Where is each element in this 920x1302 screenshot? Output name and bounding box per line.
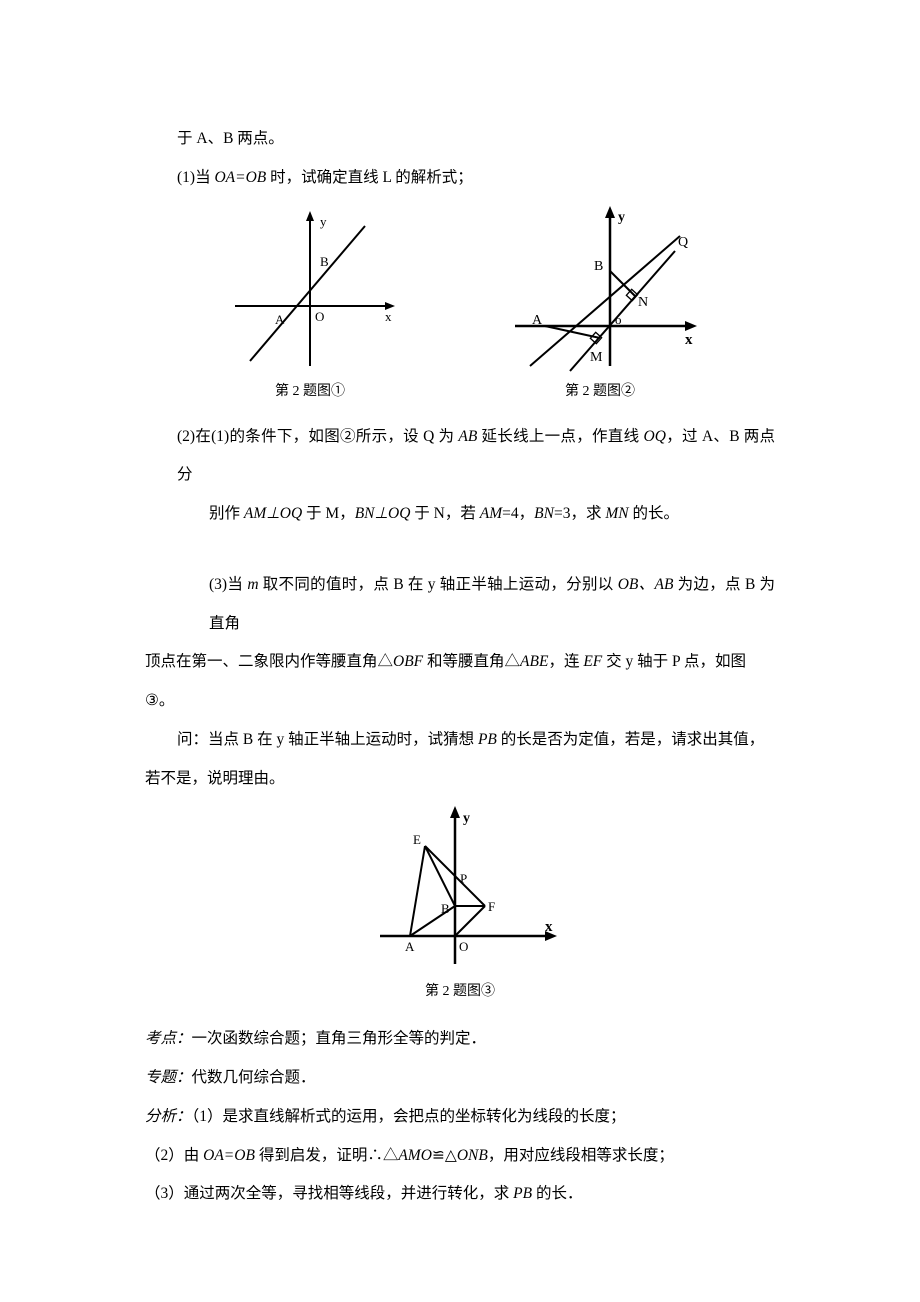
text: 问：当点 B 在 y 轴正半轴上运动时，试猜想	[177, 731, 478, 748]
text-line: 专题：代数几何综合题．	[145, 1059, 775, 1098]
text: 别作	[209, 505, 244, 522]
text-line: (1)当 OA=OB 时，试确定直线 L 的解析式；	[145, 159, 775, 198]
point-E: E	[413, 832, 421, 847]
origin-label: O	[459, 939, 468, 954]
text: 和等腰直角△	[423, 653, 520, 670]
text: 于 A、B 两点。	[177, 130, 284, 147]
text-line: 顶点在第一、二象限内作等腰直角△OBF 和等腰直角△ABE，连 EF 交 y 轴…	[145, 643, 775, 682]
axis-label-x: x	[685, 332, 693, 348]
point-Q: Q	[678, 235, 688, 250]
text-line: 于 A、B 两点。	[145, 120, 775, 159]
figure-row-2: y x O A B E F P 第 2 题图③	[145, 806, 775, 1000]
text: (3)当	[209, 576, 247, 593]
math: ONB	[457, 1147, 488, 1164]
diagram-2: y x o A B Q M N	[500, 206, 700, 376]
text: =4，	[502, 505, 534, 522]
text: 的长。	[629, 505, 679, 522]
text: 顶点在第一、二象限内作等腰直角△	[145, 653, 393, 670]
text-line: ③。	[145, 682, 775, 721]
math: AB	[458, 428, 477, 445]
math: BN⊥OQ	[355, 505, 411, 522]
math: EF	[583, 653, 602, 670]
figure-3: y x O A B E F P 第 2 题图③	[355, 806, 565, 1000]
axis-label-y: y	[463, 811, 470, 826]
point-A: A	[405, 939, 415, 954]
text: 代数几何综合题．	[192, 1069, 316, 1086]
figure-2: y x o A B Q M N 第 2 题图②	[500, 206, 700, 400]
text-line: （2）由 OA=OB 得到启发，证明∴△AMO≌△ONB，用对应线段相等求长度；	[145, 1137, 775, 1176]
text: ，用对应线段相等求长度；	[488, 1147, 674, 1164]
text: 的长是否为定值，若是，请求出其值，	[497, 731, 764, 748]
text: （1）是求直线解析式的运用，会把点的坐标转化为线段的长度；	[192, 1108, 626, 1125]
text: 若不是，说明理由。	[145, 770, 285, 787]
math: OA=OB	[214, 169, 266, 186]
text: (2)在(1)的条件下，如图②所示，设 Q 为	[177, 428, 458, 445]
diagram-3: y x O A B E F P	[355, 806, 565, 976]
text: =3，求	[554, 505, 605, 522]
text: 时，试确定直线 L 的解析式；	[266, 169, 473, 186]
text: ③。	[145, 692, 174, 709]
math: MN	[605, 505, 628, 522]
figure-row-1: y x O A B 第 2 题图①	[145, 206, 775, 400]
text: 的长．	[532, 1185, 582, 1202]
math: PB	[513, 1185, 532, 1202]
math: BN	[534, 505, 554, 522]
label-analysis: 分析：	[145, 1108, 192, 1125]
text: 交 y 轴于 P 点，如图	[602, 653, 746, 670]
math: ABE	[520, 653, 548, 670]
math: OBF	[393, 653, 423, 670]
point-N: N	[638, 295, 648, 310]
origin-label: O	[315, 309, 324, 324]
text: 一次函数综合题；直角三角形全等的判定．	[192, 1030, 487, 1047]
axis-label-x: x	[385, 309, 392, 324]
text-line: 若不是，说明理由。	[145, 760, 775, 799]
math: OB、AB	[618, 576, 674, 593]
point-A: A	[532, 313, 543, 328]
point-F: F	[488, 899, 495, 914]
point-B: B	[594, 259, 603, 274]
math: m	[247, 576, 258, 593]
diagram-1: y x O A B	[220, 206, 400, 376]
text-line: （3）通过两次全等，寻找相等线段，并进行转化，求 PB 的长．	[145, 1175, 775, 1214]
text: （3）通过两次全等，寻找相等线段，并进行转化，求	[145, 1185, 513, 1202]
text-line: (2)在(1)的条件下，如图②所示，设 Q 为 AB 延长线上一点，作直线 OQ…	[145, 418, 775, 496]
text-line: (3)当 m 取不同的值时，点 B 在 y 轴正半轴上运动，分别以 OB、AB …	[145, 566, 775, 644]
math: AMO	[398, 1147, 432, 1164]
point-B: B	[441, 901, 450, 916]
text: 于 N，若	[410, 505, 479, 522]
figure-2-caption: 第 2 题图②	[565, 380, 635, 400]
text: (1)当	[177, 169, 214, 186]
math: OQ	[644, 428, 666, 445]
math: PB	[478, 731, 497, 748]
text: ，连	[548, 653, 583, 670]
text: 于 M，	[302, 505, 355, 522]
point-P: P	[460, 871, 467, 886]
axis-label-x: x	[545, 919, 553, 935]
text-line: 别作 AM⊥OQ 于 M，BN⊥OQ 于 N，若 AM=4，BN=3，求 MN …	[145, 495, 775, 534]
text: 延长线上一点，作直线	[477, 428, 643, 445]
text-line: 分析：（1）是求直线解析式的运用，会把点的坐标转化为线段的长度；	[145, 1098, 775, 1137]
text: （2）由	[145, 1147, 203, 1164]
text: 得到启发，证明∴△	[255, 1147, 398, 1164]
label-topic: 专题：	[145, 1069, 192, 1086]
text-line: 问：当点 B 在 y 轴正半轴上运动时，试猜想 PB 的长是否为定值，若是，请求…	[145, 721, 775, 760]
math: OA=OB	[203, 1147, 255, 1164]
math: AM⊥OQ	[244, 505, 302, 522]
text-line: 考点：一次函数综合题；直角三角形全等的判定．	[145, 1020, 775, 1059]
axis-label-y: y	[320, 214, 327, 229]
point-A: A	[275, 312, 285, 327]
figure-1: y x O A B 第 2 题图①	[220, 206, 400, 400]
axis-label-y: y	[618, 210, 625, 225]
figure-1-caption: 第 2 题图①	[275, 380, 345, 400]
point-B: B	[320, 254, 329, 269]
label-keypoint: 考点：	[145, 1030, 192, 1047]
text: ≌△	[432, 1147, 457, 1164]
figure-3-caption: 第 2 题图③	[425, 980, 495, 1000]
point-M: M	[590, 350, 603, 365]
math: AM	[480, 505, 502, 522]
origin-label: o	[615, 312, 622, 327]
text: 取不同的值时，点 B 在 y 轴正半轴上运动，分别以	[259, 576, 618, 593]
page: 于 A、B 两点。 (1)当 OA=OB 时，试确定直线 L 的解析式； y x…	[0, 0, 920, 1274]
